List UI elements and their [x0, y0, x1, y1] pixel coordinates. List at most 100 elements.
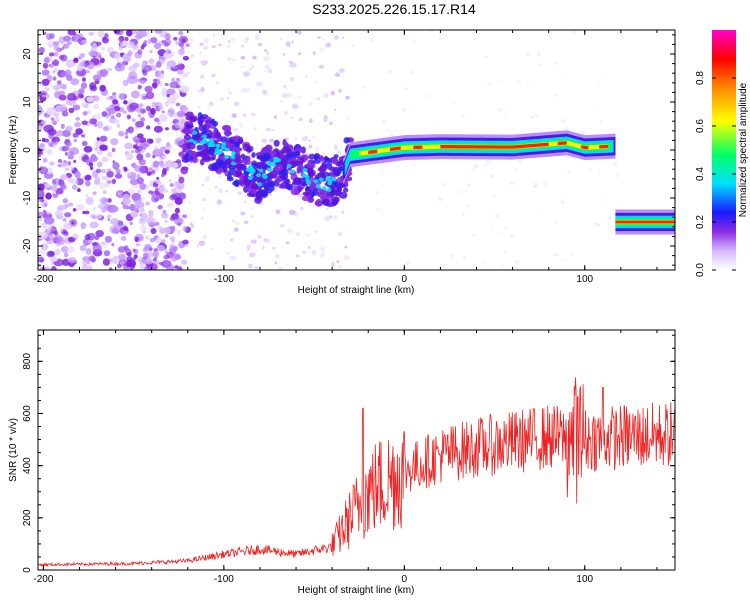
noise-blob [322, 250, 326, 254]
noise-blob [227, 88, 231, 91]
noise-blob [109, 218, 119, 225]
carrier-blob [264, 152, 271, 160]
noise-blob [308, 118, 313, 124]
noise-blob [169, 81, 179, 89]
noise-blob [175, 254, 182, 260]
carrier-core-blob [214, 151, 220, 156]
noise-blob [152, 251, 160, 257]
noise-blob [319, 47, 324, 53]
noise-blob [607, 216, 612, 220]
noise-blob [307, 245, 311, 249]
noise-blob [65, 204, 69, 208]
noise-blob [137, 49, 143, 55]
noise-blob [40, 120, 46, 125]
noise-blob [94, 146, 98, 151]
noise-blob [226, 45, 231, 49]
noise-blob [105, 183, 111, 188]
carrier-blob [324, 157, 332, 163]
noise-blob [44, 138, 50, 143]
noise-blob [72, 208, 77, 212]
x-tick-label: 0 [402, 574, 408, 585]
carrier-core-blob [230, 161, 236, 166]
noise-blob [172, 93, 180, 100]
noise-blob [120, 236, 127, 241]
noise-blob [167, 144, 173, 149]
noise-blob [174, 122, 184, 129]
noise-blob [78, 61, 87, 67]
noise-blob [215, 80, 219, 85]
noise-blob [50, 256, 58, 262]
carrier-blob [191, 133, 201, 140]
noise-blob [476, 165, 479, 168]
noise-blob [504, 226, 508, 230]
noise-blob [228, 251, 232, 254]
carrier-blob [219, 161, 227, 169]
carrier-core-blob [267, 161, 273, 166]
noise-blob [515, 168, 518, 172]
carrier-blob [255, 196, 263, 201]
noise-blob [241, 45, 244, 48]
noise-blob [116, 124, 121, 128]
noise-blob [467, 204, 471, 208]
noise-blob [243, 220, 249, 225]
noise-blob [517, 158, 522, 163]
snr-series-line [38, 377, 675, 568]
noise-blob [124, 36, 129, 42]
noise-blob [153, 117, 160, 123]
noise-blob [308, 139, 312, 143]
noise-blob [155, 236, 162, 244]
noise-blob [160, 146, 167, 152]
noise-blob [201, 183, 204, 187]
noise-blob [117, 130, 125, 137]
carrier-blob [239, 164, 247, 170]
noise-blob [65, 167, 69, 171]
noise-blob [169, 244, 175, 249]
noise-blob [232, 58, 236, 62]
carrier-core-blob [247, 176, 253, 181]
carrier-core-blob [215, 143, 221, 148]
noise-blob [81, 140, 88, 147]
noise-blob [554, 220, 558, 223]
noise-blob [319, 253, 326, 258]
noise-blob [212, 34, 215, 37]
noise-blob [274, 254, 281, 259]
noise-blob [155, 61, 162, 68]
noise-blob [329, 121, 333, 126]
carrier-blob [296, 156, 305, 165]
noise-blob [162, 155, 166, 159]
noise-blob [114, 119, 120, 125]
noise-blob [553, 93, 558, 97]
noise-blob [233, 227, 239, 232]
noise-blob [170, 188, 178, 195]
noise-blob [286, 264, 289, 267]
noise-blob [198, 240, 206, 247]
carrier-blob [255, 191, 265, 198]
noise-blob [481, 260, 486, 264]
carrier-blob [232, 180, 240, 186]
noise-blob [144, 235, 150, 240]
carrier-blob [220, 136, 228, 144]
noise-blob [96, 137, 100, 141]
noise-blob [118, 35, 125, 42]
carrier-blob [237, 136, 244, 145]
noise-blob [67, 30, 76, 36]
noise-blob [46, 107, 57, 116]
noise-blob [234, 101, 240, 107]
noise-blob [338, 88, 342, 93]
carrier-blob [181, 166, 189, 171]
noise-blob [153, 248, 158, 253]
noise-blob [338, 232, 343, 237]
noise-blob [139, 213, 143, 217]
noise-blob [342, 36, 345, 39]
noise-blob [328, 215, 333, 219]
noise-blob [490, 167, 493, 170]
noise-blob [294, 211, 299, 218]
noise-blob [54, 67, 58, 72]
noise-blob [279, 213, 282, 216]
noise-blob [73, 32, 77, 36]
noise-blob [435, 129, 438, 132]
noise-blob [152, 148, 164, 157]
noise-blob [596, 83, 600, 86]
noise-blob [247, 263, 253, 269]
